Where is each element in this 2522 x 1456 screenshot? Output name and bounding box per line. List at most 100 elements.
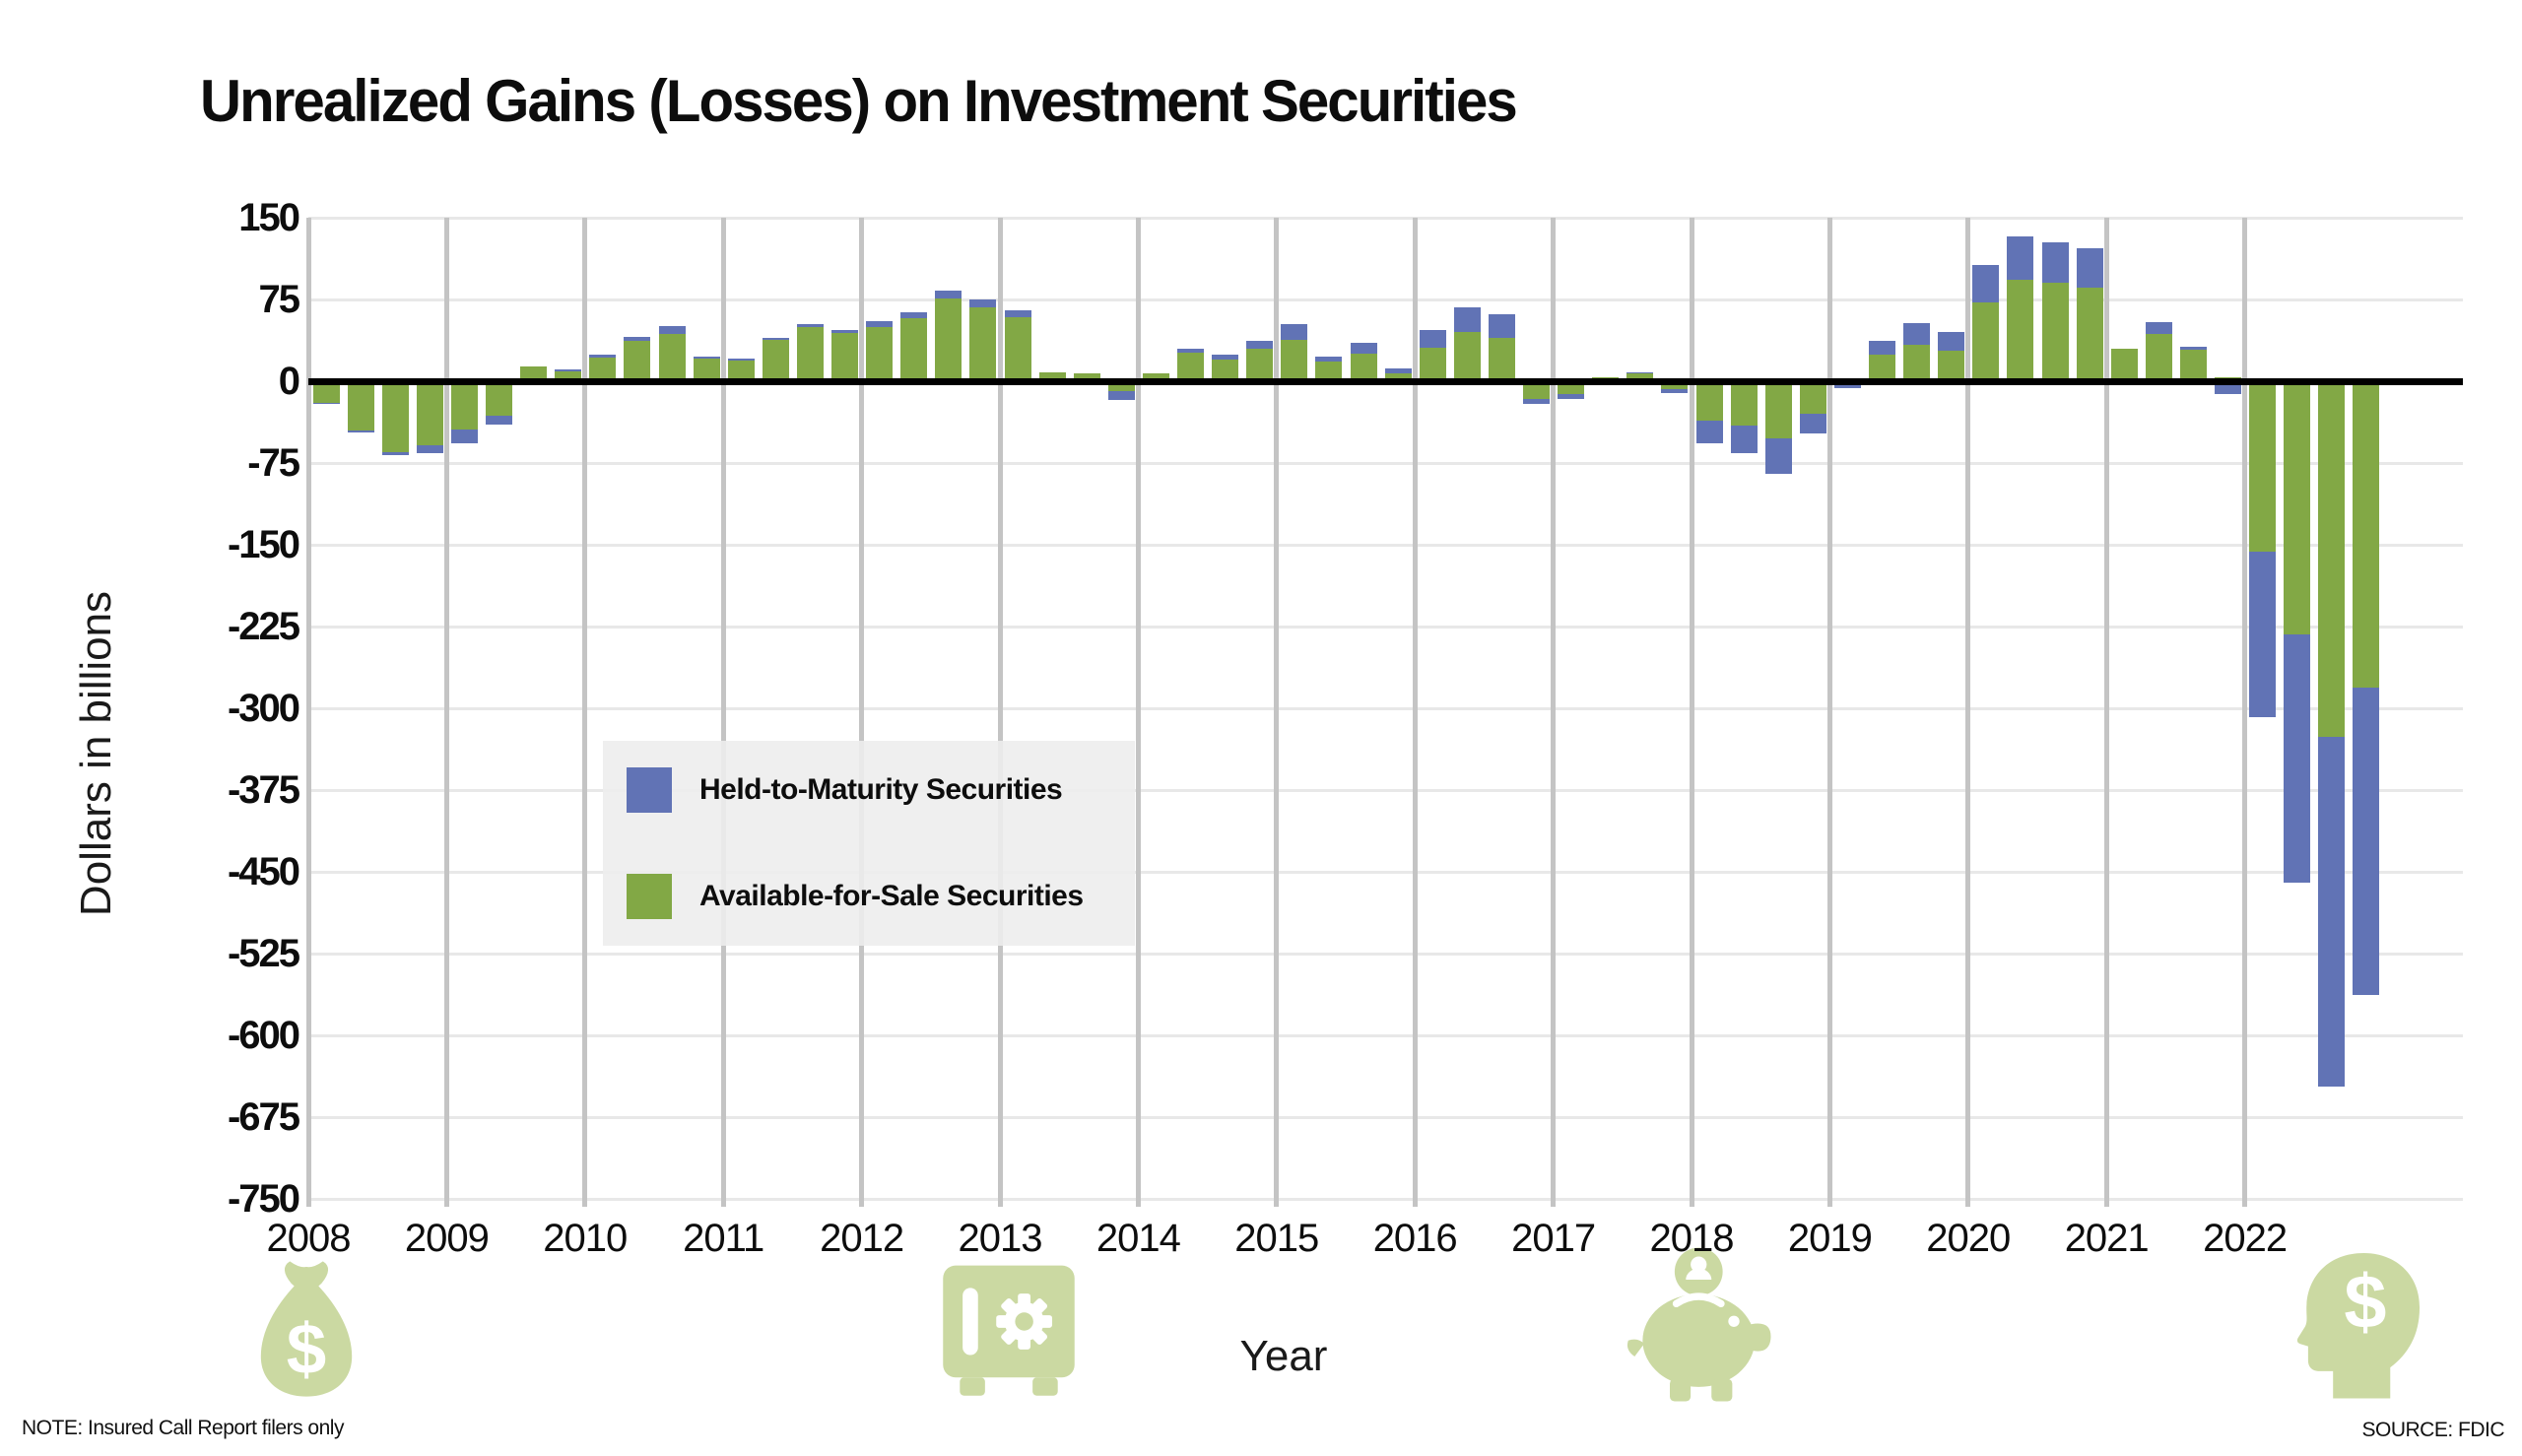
- legend: Held-to-Maturity Securities Available-fo…: [603, 741, 1135, 946]
- bar-segment-htm: [1764, 437, 1792, 475]
- bar-segment-afs: [1938, 351, 1965, 381]
- bar-segment-afs: [2179, 349, 2207, 381]
- x-tick-label: 2019: [1787, 1217, 1873, 1260]
- h-gridline: [308, 625, 2463, 629]
- y-tick-label: 150: [238, 196, 300, 239]
- bar-segment-htm: [2179, 346, 2207, 350]
- y-tick-label: 0: [278, 360, 300, 403]
- bar-segment-afs: [416, 381, 443, 446]
- y-tick-label: -600: [227, 1014, 300, 1057]
- bar-segment-afs: [1523, 381, 1550, 399]
- source-text: SOURCE: FDIC: [2361, 1419, 2504, 1441]
- year-gridline: [720, 218, 726, 1207]
- bar-segment-afs: [450, 381, 478, 430]
- bar-segment-htm: [1799, 414, 1826, 434]
- x-tick-label: 2017: [1511, 1217, 1596, 1260]
- money-bag-icon: $: [260, 1261, 353, 1397]
- h-gridline: [308, 952, 2463, 956]
- bar-segment-afs: [658, 334, 686, 381]
- bar-segment-afs: [1107, 381, 1135, 391]
- chart-title: Unrealized Gains (Losses) on Investment …: [200, 68, 1518, 134]
- bar-segment-htm: [1833, 385, 1861, 388]
- h-gridline: [308, 1197, 2463, 1201]
- bar-segment-afs: [796, 326, 824, 381]
- bar-segment-afs: [1281, 339, 1308, 381]
- bar-segment-htm: [1177, 348, 1204, 354]
- bar-segment-htm: [2284, 633, 2311, 884]
- zero-line: [308, 377, 2463, 385]
- bar-segment-afs: [693, 358, 720, 381]
- bar-segment-afs: [1315, 362, 1343, 381]
- safe-icon: [943, 1265, 1075, 1396]
- bar-segment-htm: [1384, 367, 1412, 374]
- h-gridline: [308, 1033, 2463, 1037]
- bar-segment-htm: [1246, 341, 1274, 349]
- bar-segment-htm: [831, 329, 858, 334]
- bar-segment-htm: [2249, 551, 2277, 717]
- bar-segment-htm: [1212, 355, 1239, 360]
- bar-segment-afs: [2076, 287, 2103, 381]
- svg-text:$: $: [287, 1309, 326, 1389]
- bar-segment-htm: [1626, 372, 1654, 374]
- bar-segment-afs: [2249, 381, 2277, 552]
- bar-segment-afs: [866, 326, 894, 381]
- bar-segment-afs: [1488, 337, 1515, 381]
- bar-segment-htm: [1281, 324, 1308, 340]
- bar-segment-afs: [1350, 354, 1377, 381]
- x-tick-label: 2018: [1649, 1217, 1735, 1260]
- x-tick-label: 2022: [2203, 1217, 2288, 1260]
- bar-segment-htm: [450, 429, 478, 444]
- x-tick-label: 2021: [2064, 1217, 2150, 1260]
- bar-segment-afs: [1212, 359, 1239, 381]
- year-gridline: [305, 218, 311, 1207]
- bar-segment-htm: [900, 312, 928, 318]
- bar-segment-afs: [347, 381, 374, 430]
- bar-segment-htm: [1558, 394, 1585, 399]
- bar-segment-afs: [1695, 381, 1723, 421]
- piggy-bank-icon: [1626, 1247, 1771, 1402]
- year-gridline: [443, 218, 449, 1207]
- bar-segment-htm: [1695, 420, 1723, 444]
- h-gridline: [308, 216, 2463, 220]
- year-gridline: [997, 218, 1003, 1207]
- bar-segment-htm: [2007, 235, 2034, 281]
- y-tick-label: 75: [258, 278, 301, 321]
- legend-swatch-held-to-maturity: [627, 767, 672, 813]
- bar-segment-htm: [589, 355, 617, 358]
- h-gridline: [308, 870, 2463, 874]
- bar-segment-afs: [2041, 283, 2069, 381]
- year-gridline: [859, 218, 865, 1207]
- h-gridline: [308, 461, 2463, 465]
- bar-segment-htm: [1730, 426, 1758, 454]
- bar-segment-afs: [935, 298, 962, 381]
- year-gridline: [1689, 218, 1694, 1207]
- bar-segment-afs: [762, 339, 789, 381]
- bar-segment-afs: [1004, 316, 1031, 381]
- bar-segment-htm: [486, 416, 512, 426]
- year-gridline: [582, 218, 588, 1207]
- bar-segment-htm: [1938, 332, 1965, 351]
- y-tick-label: -150: [227, 523, 300, 566]
- svg-text:$: $: [2344, 1260, 2386, 1345]
- bar-segment-afs: [1730, 381, 1758, 427]
- year-gridline: [1412, 218, 1418, 1207]
- x-tick-label: 2011: [683, 1217, 764, 1260]
- bar-segment-htm: [727, 358, 755, 361]
- bar-segment-htm: [969, 299, 997, 307]
- bar-segment-htm: [312, 403, 340, 405]
- bar-segment-htm: [1523, 398, 1550, 405]
- legend-label-available-for-sale: Available-for-Sale Securities: [699, 880, 1084, 912]
- year-gridline: [1135, 218, 1141, 1207]
- x-tick-label: 2013: [958, 1217, 1043, 1260]
- bar-segment-afs: [1384, 373, 1412, 381]
- legend-swatch-available-for-sale: [627, 874, 672, 919]
- y-tick-label: -525: [227, 932, 300, 975]
- x-tick-label: 2014: [1095, 1217, 1181, 1260]
- bar-segment-afs: [831, 333, 858, 381]
- bar-segment-afs: [1142, 373, 1169, 381]
- bar-segment-htm: [2041, 242, 2069, 284]
- year-gridline: [1826, 218, 1832, 1207]
- bar-segment-htm: [1903, 323, 1931, 346]
- bar-segment-afs: [1246, 348, 1274, 381]
